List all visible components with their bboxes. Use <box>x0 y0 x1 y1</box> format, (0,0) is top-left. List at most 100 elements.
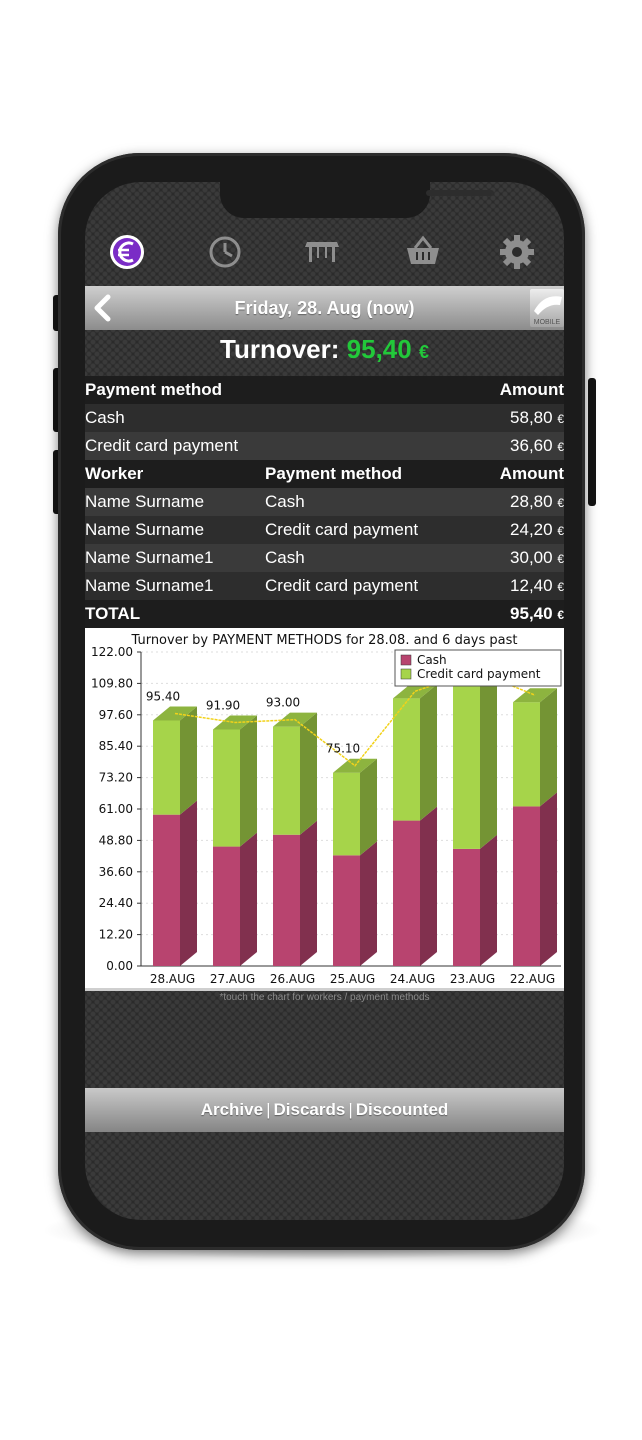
bar-side <box>420 806 437 966</box>
chart-svg: Turnover by PAYMENT METHODS for 28.08. a… <box>91 633 562 986</box>
payment-method: Credit card payment <box>85 436 239 455</box>
discounted-link[interactable]: Discounted <box>355 1100 449 1119</box>
bar-credit <box>393 698 420 821</box>
bar-side <box>240 832 257 966</box>
table-row[interactable]: Name Surname1 Cash 30,00 € <box>85 544 564 572</box>
table-header: Payment method Amount <box>85 376 564 404</box>
amount: 36,60 <box>510 436 553 455</box>
bar-side <box>480 663 497 849</box>
x-tick-label: 27.AUG <box>210 972 255 986</box>
bar-cash <box>153 814 180 966</box>
total-label: TOTAL <box>85 604 141 623</box>
x-tick-label: 28.AUG <box>150 972 195 986</box>
table-row[interactable]: Name Surname Cash 28,80 € <box>85 488 564 516</box>
bar-side <box>180 800 197 966</box>
bar-credit <box>273 726 300 835</box>
bar-top <box>153 706 197 721</box>
back-arrow-icon[interactable] <box>91 294 113 322</box>
gear-icon[interactable] <box>497 232 537 272</box>
basket-icon[interactable] <box>403 232 443 272</box>
amount: 24,20 <box>510 520 553 539</box>
x-tick-label: 25.AUG <box>330 972 375 986</box>
y-tick-label: 85.40 <box>99 739 133 753</box>
y-tick-label: 0.00 <box>106 959 133 973</box>
header-worker: Worker <box>85 464 144 483</box>
currency: € <box>557 524 564 538</box>
bar-side <box>360 841 377 966</box>
currency: € <box>557 608 564 622</box>
total-amount-cell: 95,40 € <box>510 600 564 629</box>
turnover-currency: € <box>418 342 429 362</box>
volume-up-button <box>53 368 61 432</box>
speaker <box>426 190 494 196</box>
legend-swatch <box>400 668 412 680</box>
y-tick-label: 48.80 <box>99 833 133 847</box>
y-tick-label: 61.00 <box>99 802 133 816</box>
total-amount: 95,40 <box>510 604 553 623</box>
amount-cell: 30,00 € <box>510 544 564 573</box>
table-row[interactable]: Name Surname1 Credit card payment 12,40 … <box>85 572 564 600</box>
current-date[interactable]: Friday, 28. Aug (now) <box>234 298 415 318</box>
worker-name: Name Surname1 <box>85 548 214 567</box>
legend <box>394 649 562 687</box>
bar-side <box>180 706 197 815</box>
worker-name: Name Surname1 <box>85 576 214 595</box>
clock-icon[interactable] <box>205 232 245 272</box>
amount: 30,00 <box>510 548 553 567</box>
y-tick-label: 109.80 <box>91 676 133 690</box>
table-row[interactable]: Cash 58,80 € <box>85 404 564 432</box>
volume-down-button <box>53 450 61 514</box>
turnover-summary: Turnover: 95,40 € <box>85 334 564 365</box>
total-data-label: 75.10 <box>326 742 360 756</box>
legend-label: Credit card payment <box>417 667 541 681</box>
discards-link[interactable]: Discards <box>273 1100 346 1119</box>
y-tick-label: 24.40 <box>99 896 133 910</box>
bar-cash <box>393 820 420 966</box>
amount-cell: 36,60 € <box>510 432 564 461</box>
payment-method: Credit card payment <box>265 520 419 539</box>
total-data-label: 93.00 <box>266 696 300 710</box>
bar-credit <box>333 772 360 856</box>
header-amount: Amount <box>499 380 564 399</box>
payment-method: Credit card payment <box>265 576 419 595</box>
y-tick-label: 122.00 <box>91 645 133 659</box>
currency: € <box>557 580 564 594</box>
turnover-chart[interactable]: Turnover by PAYMENT METHODS for 28.08. a… <box>85 628 564 991</box>
table-row[interactable]: Credit card payment 36,60 € <box>85 432 564 460</box>
table-icon[interactable] <box>302 232 342 272</box>
header-payment-method: Payment method <box>265 464 402 483</box>
bar-top <box>513 688 557 703</box>
amount: 12,40 <box>510 576 553 595</box>
worker-table: Worker Payment method Amount Name Surnam… <box>85 460 564 628</box>
phone-screen: Friday, 28. Aug (now) MOBILE Turnover: 9… <box>85 182 564 1220</box>
power-button <box>588 378 596 506</box>
turnover-value: 95,40 <box>346 334 412 364</box>
currency: € <box>557 412 564 426</box>
bar-cash <box>273 834 300 966</box>
payment-method: Cash <box>265 492 305 511</box>
amount-cell: 58,80 € <box>510 404 564 433</box>
bar-cash <box>513 806 540 966</box>
bar-cash <box>453 848 480 966</box>
header-amount: Amount <box>499 464 564 483</box>
euro-icon[interactable] <box>107 232 147 272</box>
mute-switch <box>53 295 61 331</box>
trend-line <box>174 669 536 767</box>
payment-method: Cash <box>85 408 125 427</box>
amount: 28,80 <box>510 492 553 511</box>
bar-credit <box>213 729 240 847</box>
x-tick-label: 23.AUG <box>450 972 495 986</box>
y-tick-label: 36.60 <box>99 865 133 879</box>
total-row: TOTAL 95,40 € <box>85 600 564 628</box>
bar-side <box>300 712 317 835</box>
worker-name: Name Surname <box>85 520 205 539</box>
currency: € <box>557 496 564 510</box>
separator: | <box>348 1100 353 1119</box>
table-row[interactable]: Name Surname Credit card payment 24,20 € <box>85 516 564 544</box>
chart-title: Turnover by PAYMENT METHODS for 28.08. a… <box>131 633 518 648</box>
archive-link[interactable]: Archive <box>200 1100 264 1119</box>
payment-method: Cash <box>265 548 305 567</box>
bar-top <box>393 684 437 699</box>
total-data-label: 95.40 <box>146 689 180 703</box>
currency: € <box>557 440 564 454</box>
